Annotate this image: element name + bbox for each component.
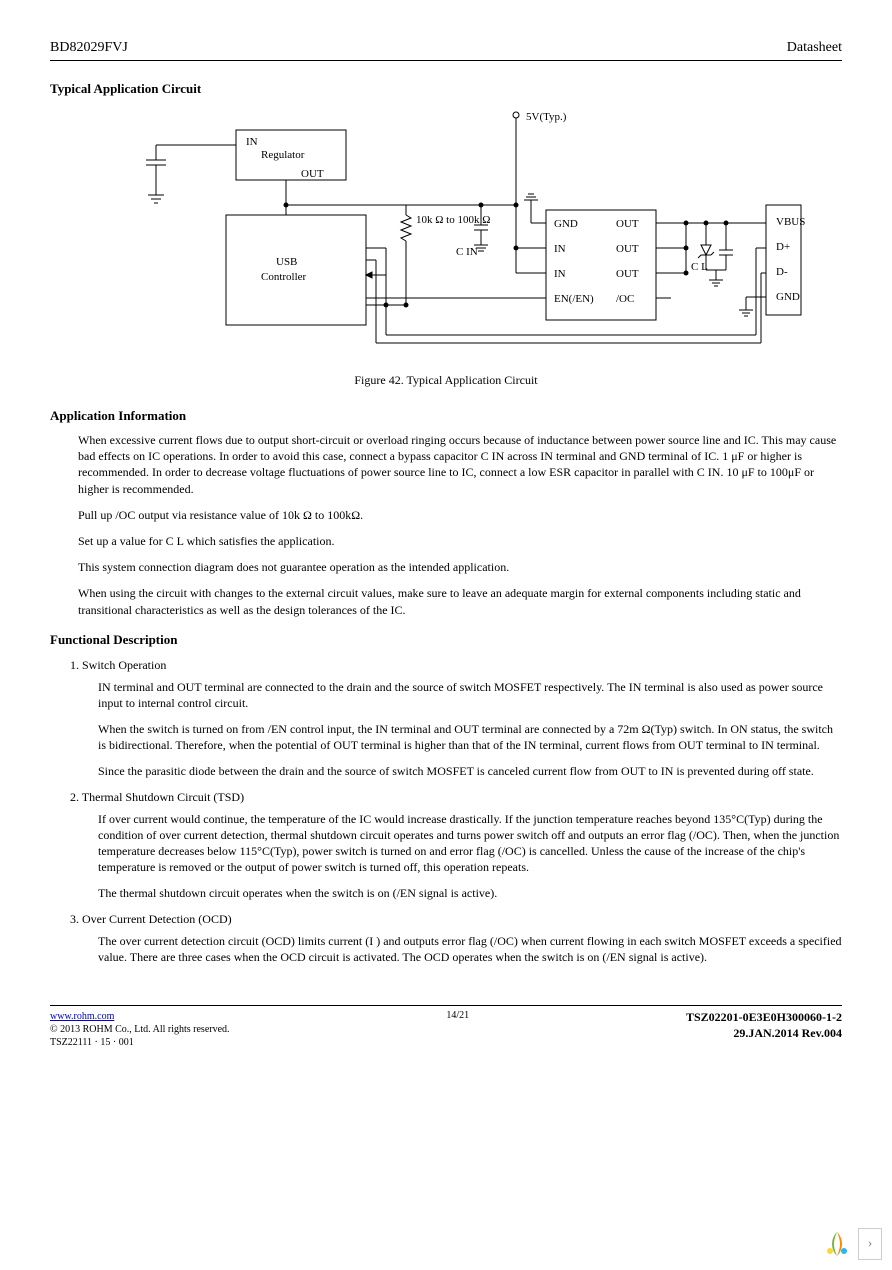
footer-copyright: © 2013 ROHM Co., Ltd. All rights reserve… <box>50 1024 230 1035</box>
circuit-diagram: IN Regulator OUT USB Controller 10k Ω to… <box>86 105 806 365</box>
fd2-p1: If over current would continue, the temp… <box>98 811 842 876</box>
app-info-p3: Set up a value for C L which satisfies t… <box>78 533 842 549</box>
doc-type: Datasheet <box>787 40 842 56</box>
svg-text:GND: GND <box>554 218 578 230</box>
part-number: BD82029FVJ <box>50 40 128 56</box>
fd2-p2: The thermal shutdown circuit operates wh… <box>98 885 842 901</box>
svg-text:C IN: C IN <box>456 246 478 258</box>
footer-right: TSZ02201-0E3E0H300060-1-2 29.JAN.2014 Re… <box>686 1010 842 1041</box>
svg-text:IN: IN <box>246 136 258 148</box>
footer-page-number: 14/21 <box>446 1010 469 1021</box>
fd3-p1: The over current detection circuit (OCD)… <box>98 933 842 965</box>
svg-text:OUT: OUT <box>616 243 639 255</box>
svg-text:VBUS: VBUS <box>776 216 805 228</box>
svg-text:Controller: Controller <box>261 271 307 283</box>
svg-text:IN: IN <box>554 268 566 280</box>
app-info-p5: When using the circuit with changes to t… <box>78 585 842 617</box>
app-info-p4: This system connection diagram does not … <box>78 559 842 575</box>
fd2-title: 2. Thermal Shutdown Circuit (TSD) <box>70 790 842 805</box>
svg-text:USB: USB <box>276 256 297 268</box>
fd1-p3: Since the parasitic diode between the dr… <box>98 763 842 779</box>
page-header: BD82029FVJ Datasheet <box>50 40 842 61</box>
app-info-p1: When excessive current flows due to outp… <box>78 432 842 497</box>
datasheet-page: BD82029FVJ Datasheet Typical Application… <box>0 0 892 1270</box>
nav-icons: › <box>822 1228 882 1260</box>
svg-text:Regulator: Regulator <box>261 149 305 161</box>
logo-icon <box>822 1229 852 1259</box>
figure-caption: Figure 42. Typical Application Circuit <box>50 373 842 388</box>
svg-text:10k Ω to 100k Ω: 10k Ω to 100k Ω <box>416 214 490 226</box>
svg-text:IN: IN <box>554 243 566 255</box>
svg-text:EN(/EN): EN(/EN) <box>554 293 594 305</box>
page-footer: www.rohm.com © 2013 ROHM Co., Ltd. All r… <box>50 1005 842 1049</box>
svg-text:5V(Typ.): 5V(Typ.) <box>526 111 567 123</box>
func-desc-heading: Functional Description <box>50 632 842 648</box>
fd1-title: 1. Switch Operation <box>70 658 842 673</box>
svg-text:C L: C L <box>691 261 708 273</box>
svg-text:OUT: OUT <box>616 268 639 280</box>
fd1-p1: IN terminal and OUT terminal are connect… <box>98 679 842 711</box>
footer-tsz-small: TSZ22111 · 15 · 001 <box>50 1037 134 1048</box>
fd1-p2: When the switch is turned on from /EN co… <box>98 721 842 753</box>
svg-text:OUT: OUT <box>616 218 639 230</box>
svg-text:D+: D+ <box>776 241 790 253</box>
footer-tsz-big: TSZ02201-0E3E0H300060-1-2 <box>686 1010 842 1024</box>
typical-app-heading: Typical Application Circuit <box>50 81 842 97</box>
fd3-title: 3. Over Current Detection (OCD) <box>70 912 842 927</box>
footer-date-rev: 29.JAN.2014 Rev.004 <box>733 1026 842 1040</box>
svg-text:D-: D- <box>776 266 788 278</box>
next-page-button[interactable]: › <box>858 1228 882 1260</box>
footer-left: www.rohm.com © 2013 ROHM Co., Ltd. All r… <box>50 1010 230 1049</box>
footer-url[interactable]: www.rohm.com <box>50 1011 114 1022</box>
svg-text:/OC: /OC <box>616 293 634 305</box>
svg-text:GND: GND <box>776 291 800 303</box>
svg-text:OUT: OUT <box>301 168 324 180</box>
app-info-p2: Pull up /OC output via resistance value … <box>78 507 842 523</box>
app-info-heading: Application Information <box>50 408 842 424</box>
